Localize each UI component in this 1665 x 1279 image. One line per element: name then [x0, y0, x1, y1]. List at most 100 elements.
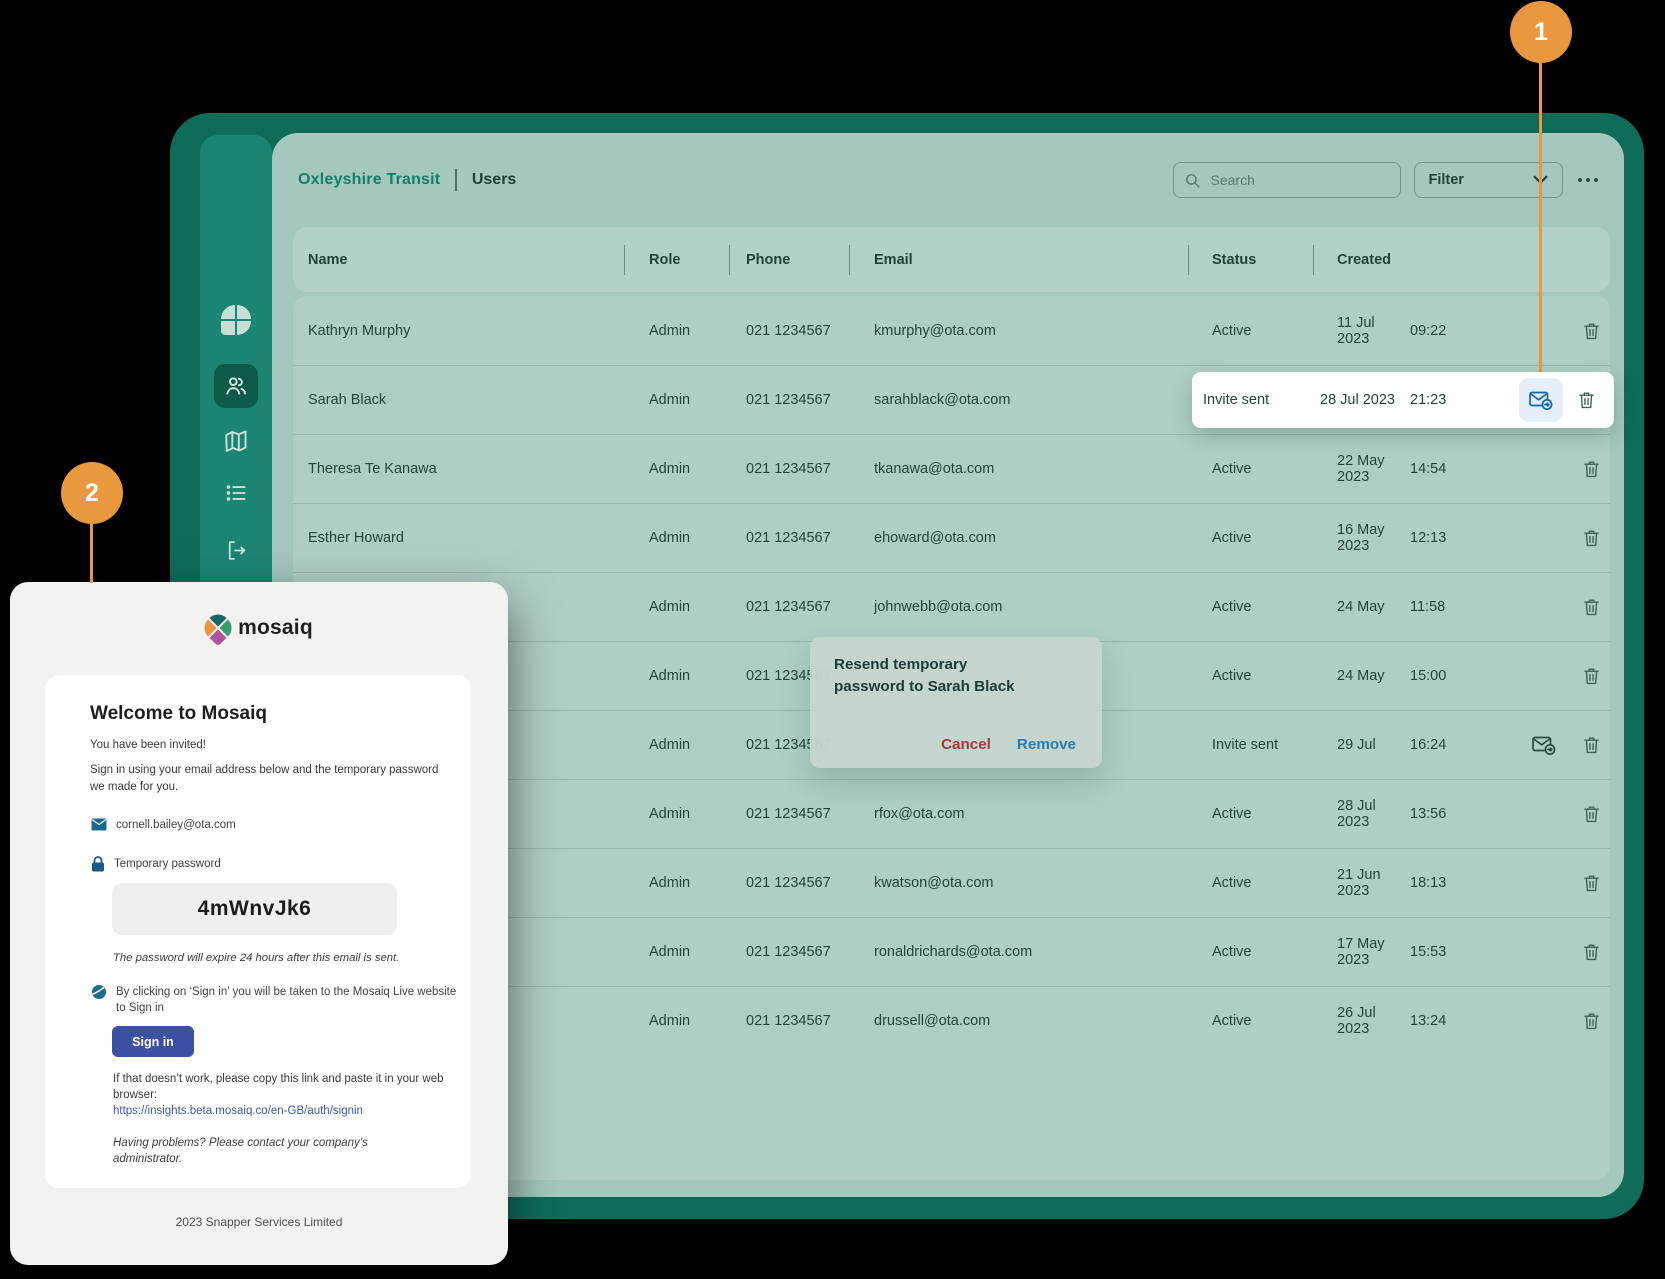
sidebar-item-users[interactable]: [214, 364, 258, 408]
cell-date: 16 May 2023: [1337, 522, 1385, 554]
column-header-created: Created: [1313, 227, 1610, 292]
email-instructions: Sign in using your email address below a…: [90, 764, 439, 793]
invite-email-preview: mosaiq Welcome to Mosaiq You have been i…: [10, 582, 508, 1265]
cell-date: 21 Jun 2023: [1337, 867, 1381, 899]
column-header-email: Email: [849, 227, 1188, 292]
delete-user-button[interactable]: [1581, 734, 1602, 756]
mosaiq-logo-icon: [199, 609, 237, 647]
callout-badge-2: 2: [61, 462, 123, 524]
resend-dialog: Resend temporary password to Sarah Black…: [810, 637, 1102, 768]
trash-icon: [1584, 875, 1599, 892]
top-bar: Oxleyshire Transit Users Filter: [272, 133, 1624, 227]
trash-icon: [1584, 737, 1599, 754]
cell-status: Active: [1212, 944, 1252, 960]
cell-time: 09:22: [1410, 322, 1447, 339]
cell-role: Admin: [649, 944, 691, 960]
trash-icon: [1584, 322, 1599, 339]
sidebar-item-list[interactable]: [223, 480, 249, 506]
table-row: Admin 021 1234567 kwatson@ota.com Active 21 …: [293, 848, 1610, 917]
delete-user-button[interactable]: [1581, 872, 1602, 894]
sidebar-item-map[interactable]: [223, 428, 249, 454]
trash-icon: [1584, 806, 1599, 823]
created-time: 21:23: [1410, 392, 1447, 408]
cell-status: Active: [1212, 461, 1252, 477]
cell-phone: 021 1234567: [746, 322, 831, 339]
email-title: Welcome to Mosaiq: [90, 703, 268, 724]
cell-date: 11 Jul 2023: [1337, 314, 1375, 347]
highlighted-row-sarah-black: Invite sent 28 Jul 2023 21:23: [1192, 372, 1614, 428]
cell-role: Admin: [649, 668, 691, 684]
page-title: Users: [471, 171, 517, 188]
search-input[interactable]: [1208, 171, 1363, 189]
cell-role: Admin: [649, 461, 691, 477]
delete-user-button[interactable]: [1581, 527, 1602, 549]
trash-icon: [1579, 392, 1594, 409]
sign-in-button[interactable]: Sign in: [112, 1026, 194, 1057]
resend-invite-button[interactable]: [1519, 378, 1563, 422]
remove-button[interactable]: Remove: [1016, 736, 1076, 753]
list-icon: [226, 485, 246, 501]
cell-date: 28 Jul 2023: [1337, 798, 1376, 830]
signin-link[interactable]: https://insights.beta.mosaiq.co/en-GB/au…: [113, 1105, 363, 1117]
cell-status: Active: [1212, 806, 1252, 822]
delete-user-button[interactable]: [1581, 1010, 1602, 1032]
sidebar-item-signout[interactable]: [224, 538, 249, 563]
resend-invite-button[interactable]: [1531, 733, 1557, 757]
cell-role: Admin: [649, 806, 691, 822]
brand-wordmark: mosaiq: [238, 616, 313, 639]
cell-time: 13:56: [1410, 806, 1447, 822]
planet-icon: [91, 985, 107, 999]
recipient-row: cornell.bailey@ota.com: [91, 818, 236, 831]
cell-role: Admin: [649, 737, 691, 753]
cell-name: Sarah Black: [308, 392, 387, 408]
cell-phone: 021 1234567: [746, 875, 831, 891]
trash-icon: [1584, 1013, 1599, 1030]
cell-phone: 021 1234567: [746, 1013, 831, 1029]
table-row: Admin 021 1234567 rfox@ota.com Active 28 Jul…: [293, 779, 1610, 848]
users-icon: [226, 377, 247, 395]
cancel-button[interactable]: Cancel: [941, 736, 991, 753]
signin-note-row: By clicking on ‘Sign in’ you will be tak…: [91, 984, 461, 1016]
delete-user-button[interactable]: [1581, 803, 1602, 825]
delete-user-button[interactable]: [1581, 596, 1602, 618]
trash-icon: [1584, 599, 1599, 616]
cell-email: drussell@ota.com: [874, 1013, 991, 1029]
resend-email-icon: [1532, 736, 1556, 755]
cell-email: ehoward@ota.com: [874, 530, 996, 546]
resend-email-icon: [1529, 391, 1553, 410]
dot-icon: [1593, 177, 1598, 183]
cell-phone: 021 1234567: [746, 530, 831, 546]
delete-user-button[interactable]: [1581, 320, 1602, 342]
password-label: Temporary password: [114, 858, 221, 870]
table-row: Theresa Te Kanawa Admin 021 1234567 tkanawa…: [293, 434, 1610, 503]
cell-status: Active: [1212, 530, 1252, 546]
status-badge: Invite sent: [1203, 392, 1270, 408]
recipient-email: cornell.bailey@ota.com: [116, 818, 236, 831]
temporary-password-value: 4mWnvJk6: [112, 883, 397, 935]
cell-role: Admin: [649, 1013, 691, 1029]
search-box[interactable]: [1172, 162, 1401, 198]
cell-time: 15:53: [1410, 944, 1447, 960]
cell-name: Esther Howard: [308, 530, 404, 546]
cell-status: Active: [1212, 875, 1252, 891]
cell-phone: 021 1234567: [746, 599, 831, 615]
delete-user-button[interactable]: [1581, 941, 1602, 963]
trash-icon: [1584, 944, 1599, 961]
column-header-phone: Phone: [729, 227, 849, 292]
trash-icon: [1584, 530, 1599, 547]
table-row: Admin 021 1234567 ronaldrichards@ota.com Ac…: [293, 917, 1610, 986]
cell-time: 18:13: [1410, 875, 1447, 891]
delete-user-button[interactable]: [1581, 665, 1602, 687]
filter-dropdown[interactable]: Filter: [1413, 162, 1563, 198]
trash-icon: [1584, 461, 1599, 478]
cell-role: Admin: [649, 322, 691, 339]
delete-user-button[interactable]: [1576, 389, 1597, 411]
link-intro: If that doesn’t work, please copy this l…: [113, 1073, 444, 1101]
delete-user-button[interactable]: [1581, 458, 1602, 480]
cell-status: Active: [1212, 322, 1252, 339]
cell-phone: 021 1234567: [746, 461, 831, 477]
more-menu-button[interactable]: [1577, 177, 1598, 183]
filter-label: Filter: [1428, 172, 1464, 188]
cell-role: Admin: [649, 875, 691, 891]
cell-email: rfox@ota.com: [874, 806, 965, 822]
